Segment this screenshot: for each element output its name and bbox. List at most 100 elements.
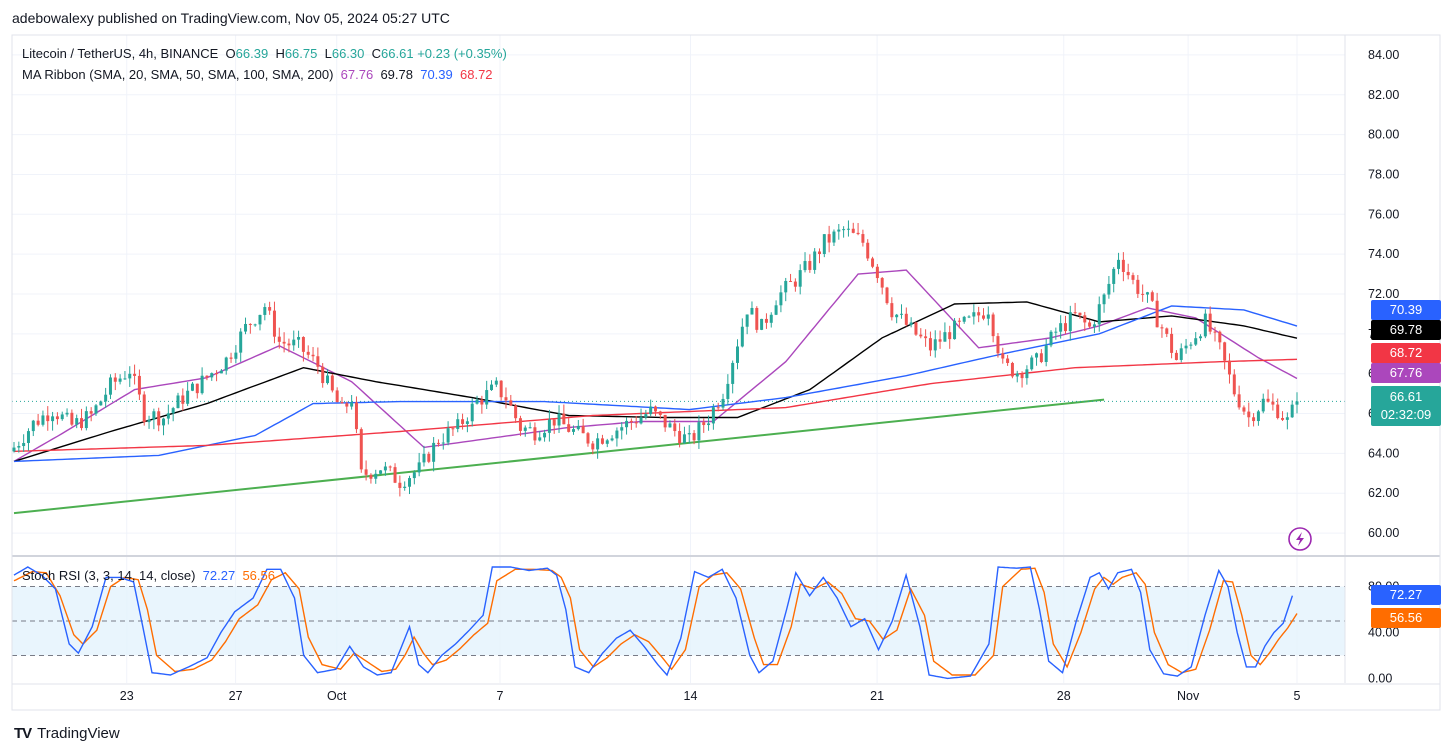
candle-body: [490, 384, 494, 391]
candle-body: [55, 416, 59, 420]
candle-body: [60, 414, 64, 420]
candle-body: [581, 425, 585, 434]
candle-body: [1006, 358, 1010, 363]
candle-body: [697, 422, 701, 441]
candle-body: [65, 412, 69, 415]
candle-body: [1121, 259, 1125, 272]
candle-body: [953, 320, 957, 340]
candle-body: [26, 431, 30, 444]
candle-body: [740, 326, 744, 347]
candle-body: [31, 420, 35, 432]
candle-body: [137, 375, 141, 395]
candle-body: [856, 232, 860, 235]
candle-body: [668, 423, 672, 428]
candle-body: [1189, 344, 1193, 346]
sma20-value: 67.76: [340, 67, 374, 82]
candle-body: [123, 378, 127, 380]
candle-body: [789, 280, 793, 282]
candle-body: [644, 414, 648, 418]
candle-body: [769, 314, 773, 323]
candle-body: [981, 315, 985, 319]
tradingview-footer[interactable]: TV TradingView: [14, 725, 120, 742]
rsi-d-value: 56.56: [242, 568, 275, 583]
candle-body: [1160, 327, 1164, 329]
candle-body: [837, 229, 841, 232]
candle-body: [895, 314, 899, 318]
sma100-price-tag: 70.39: [1371, 300, 1441, 320]
price-tick-label: 82.00: [1368, 88, 1399, 102]
candle-body: [813, 251, 817, 270]
time-tick-label: 7: [497, 689, 504, 703]
candle-body: [682, 434, 686, 444]
candle-body: [1184, 345, 1188, 349]
candle-body: [629, 420, 633, 423]
candle-body: [480, 399, 484, 405]
candle-body: [436, 442, 440, 444]
candle-body: [875, 266, 879, 279]
candle-body: [306, 351, 310, 355]
candle-body: [1256, 411, 1260, 422]
candle-body: [475, 399, 479, 404]
high-value: 66.75: [284, 46, 318, 61]
candle-body: [533, 427, 537, 441]
stoch-rsi-k-line: [13, 566, 1294, 680]
candle-body: [1092, 324, 1096, 327]
candle-body: [128, 373, 132, 379]
candle-body: [904, 313, 908, 325]
high-label: H: [275, 46, 285, 61]
publisher-header: adebowalexy published on TradingView.com…: [12, 10, 450, 26]
candle-body: [345, 403, 349, 407]
candle-body: [528, 427, 532, 429]
time-tick-label: Nov: [1177, 689, 1200, 703]
flash-icon[interactable]: [1288, 527, 1312, 551]
candle-body: [398, 482, 402, 488]
candle-body: [803, 261, 807, 271]
candle-body: [702, 422, 706, 426]
candle-body: [943, 332, 947, 342]
candle-body: [557, 413, 561, 426]
change-value: +0.23 (+0.35%): [417, 46, 507, 61]
candle-body: [239, 331, 243, 353]
tradingview-logo-icon: TV: [14, 725, 32, 742]
candle-body: [919, 334, 923, 337]
candle-body: [485, 390, 489, 405]
candle-body: [625, 420, 629, 428]
candle-body: [678, 431, 682, 444]
candle-body: [1078, 312, 1082, 316]
candle-body: [1039, 353, 1043, 363]
candle-body: [846, 228, 850, 230]
support-trendline: [12, 398, 1345, 515]
candle-body: [1194, 338, 1198, 345]
candle-body: [263, 307, 267, 315]
candle-body: [1020, 373, 1024, 379]
candle-body: [977, 312, 981, 316]
candle-body: [75, 418, 79, 425]
candle-body: [755, 307, 759, 330]
candle-body: [711, 407, 715, 424]
candle-body: [605, 440, 609, 444]
candle-body: [1112, 268, 1116, 284]
candle-body: [543, 432, 547, 438]
candle-body: [1227, 360, 1231, 375]
candle-body: [287, 343, 291, 346]
candle-body: [1088, 322, 1092, 327]
candle-body: [591, 443, 595, 450]
ma-line-sma-100: [13, 305, 1298, 463]
candle-body: [793, 281, 797, 287]
candle-body: [1179, 348, 1183, 360]
candle-body: [523, 427, 527, 431]
low-value: 66.30: [331, 46, 365, 61]
candle-body: [1136, 279, 1140, 294]
ma-line-sma-20: [13, 269, 1298, 463]
candle-body: [224, 357, 228, 371]
price-tick-label: 84.00: [1368, 48, 1399, 62]
rsi-d-price-tag: 56.56: [1371, 608, 1441, 628]
candle-body: [80, 418, 84, 429]
candle-body: [335, 390, 339, 403]
candle-body: [1174, 352, 1178, 360]
stoch-rsi-lines: [13, 566, 1298, 680]
candle-body: [1097, 304, 1101, 325]
candle-body: [851, 228, 855, 233]
candle-body: [504, 397, 508, 401]
